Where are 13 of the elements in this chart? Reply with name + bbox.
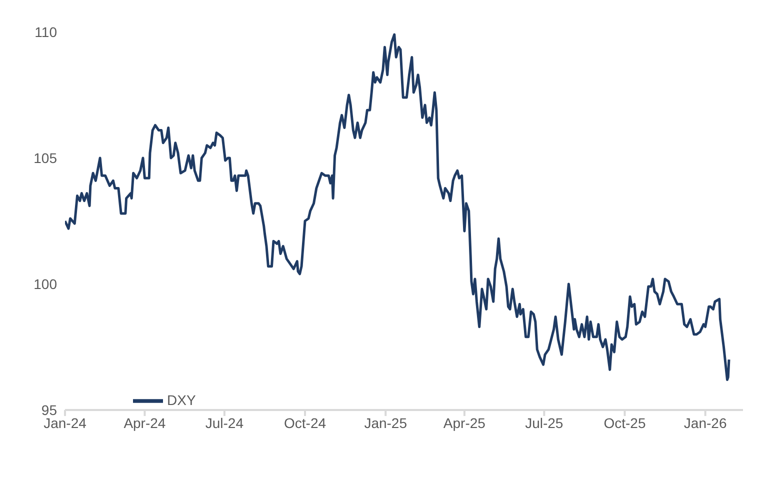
x-tick-label: Oct-25 [604, 414, 646, 431]
x-tick-label: Jul-25 [525, 414, 564, 431]
x-tick-label: Apr-24 [124, 414, 166, 431]
x-tick-label: Jan-25 [364, 414, 408, 431]
line-series [65, 33, 730, 382]
legend-label: DXY [167, 392, 196, 408]
y-tick-label: 105 [34, 150, 58, 166]
x-tick-label: Jan-26 [684, 414, 727, 431]
x-tick-label: Apr-25 [443, 414, 486, 431]
y-tick-label: 110 [34, 24, 58, 40]
x-tick-label: Jul-24 [205, 414, 244, 431]
x-tick-label: Oct-24 [284, 414, 326, 431]
y-tick-label: 100 [34, 276, 58, 292]
